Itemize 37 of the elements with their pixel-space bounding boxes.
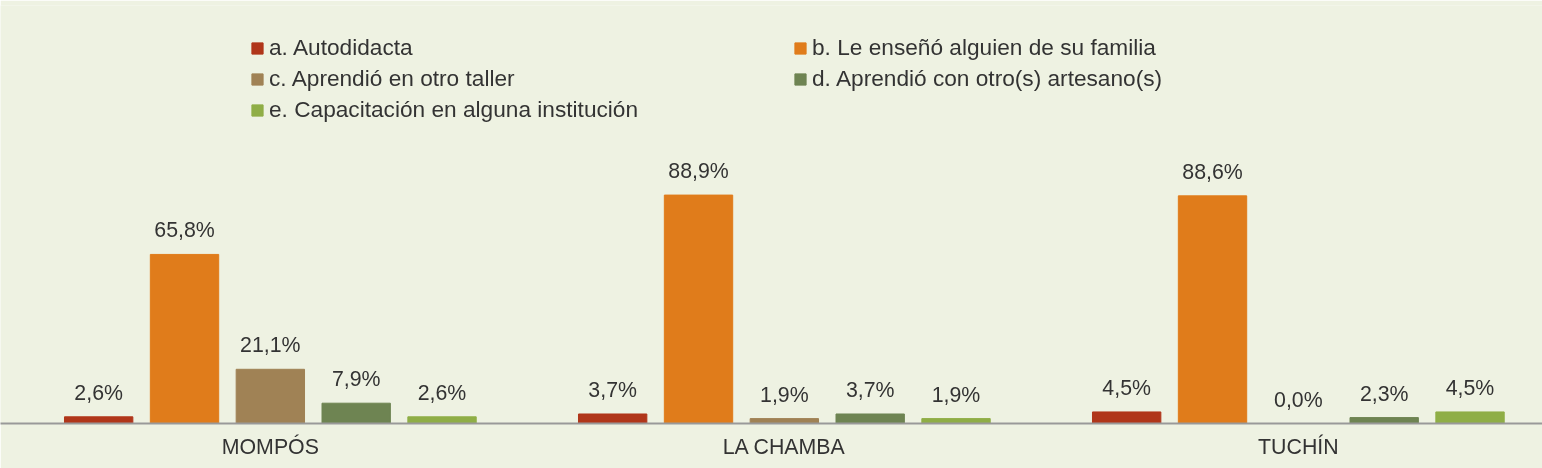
x-tick-label: TUCHÍN <box>1258 433 1339 459</box>
legend-label: c. Aprendió en otro taller <box>269 65 516 92</box>
data-label: 7,9% <box>331 367 381 392</box>
data-label: 2,3% <box>1359 381 1409 406</box>
bar <box>63 416 134 424</box>
data-label: 2,6% <box>417 380 467 405</box>
x-tick-label: MOMPÓS <box>221 433 319 459</box>
bar <box>149 253 220 424</box>
data-label: 0,0% <box>1274 387 1323 412</box>
legend-label: d. Aprendió con otro(s) artesano(s) <box>812 65 1164 92</box>
data-label: 2,6% <box>74 380 124 405</box>
data-label: 88,6% <box>1182 159 1243 184</box>
bar <box>407 416 477 424</box>
bar <box>235 368 306 424</box>
data-label: 21,1% <box>240 333 301 358</box>
bar <box>1177 195 1248 424</box>
data-label: 1,9% <box>931 382 981 407</box>
data-label: 65,8% <box>154 218 215 243</box>
data-label: 4,5% <box>1102 375 1152 400</box>
bar <box>749 418 820 424</box>
bar <box>921 418 991 424</box>
data-label: 1,9% <box>760 382 809 407</box>
data-label: 88,9% <box>668 159 729 184</box>
bar <box>663 194 734 424</box>
legend-label: b. Le enseñó alguien de su familia <box>812 34 1157 61</box>
data-label: 3,7% <box>588 377 638 402</box>
x-tick-label: LA CHAMBA <box>722 434 846 459</box>
data-label: 3,7% <box>845 377 895 402</box>
bar <box>1091 411 1162 424</box>
bar <box>1435 411 1505 424</box>
data-label: 4,5% <box>1445 375 1495 400</box>
bar <box>577 413 648 424</box>
legend-label: a. Autodidacta <box>269 34 414 61</box>
bar <box>1349 417 1419 424</box>
legend-label: e. Capacitación en alguna institución <box>269 96 640 123</box>
bar <box>835 413 905 424</box>
bar <box>321 402 391 424</box>
